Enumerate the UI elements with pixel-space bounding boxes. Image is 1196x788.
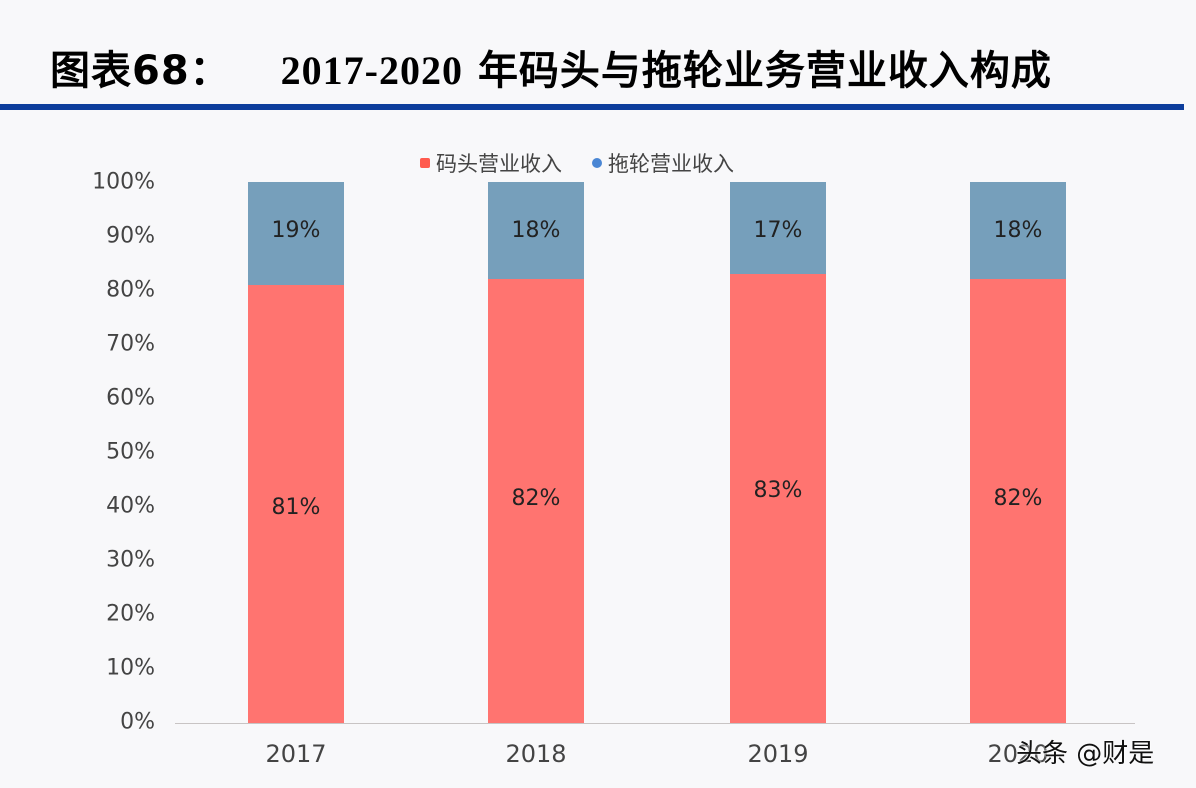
y-axis: 100% 90% 80% 70% 60% 50% 40% 30% 20% 10%…: [60, 0, 155, 788]
data-label: 83%: [753, 477, 803, 503]
data-label: 18%: [511, 218, 561, 243]
chart-legend: 码头营业收入 拖轮营业收入: [420, 148, 734, 178]
legend-item-terminal: 码头营业收入: [420, 148, 562, 178]
legend-swatch-tugboat: [592, 158, 602, 168]
y-tick: 10%: [106, 655, 155, 681]
watermark: 头条 @财是: [1016, 739, 1155, 769]
y-tick: 0%: [120, 709, 155, 735]
bar-2018: 18% 82%: [488, 182, 584, 723]
data-label: 81%: [271, 494, 321, 520]
y-tick: 60%: [106, 385, 155, 411]
figure-label: 图表68：: [50, 48, 231, 94]
y-tick: 70%: [106, 331, 155, 357]
bar-segment-terminal: 81%: [248, 284, 344, 723]
x-tick-label: 2020: [987, 740, 1049, 768]
legend-label: 码头营业收入: [436, 152, 562, 176]
data-label: 82%: [993, 486, 1043, 512]
bar-2020: 18% 82%: [970, 182, 1066, 723]
bar-segment-tugboat: 18%: [488, 182, 584, 280]
bar-segment-terminal: 82%: [970, 279, 1066, 723]
legend-swatch-terminal: [420, 158, 430, 168]
title-text: 年码头与拖轮业务营业收入构成: [477, 48, 1052, 94]
data-label: 19%: [271, 218, 321, 243]
data-label: 82%: [511, 486, 561, 512]
title-years: 2017-2020: [280, 48, 463, 93]
y-tick: 20%: [106, 601, 155, 627]
bar-segment-terminal: 83%: [730, 273, 826, 723]
x-axis-line: [175, 723, 1135, 724]
bar-segment-tugboat: 19%: [248, 182, 344, 285]
y-tick: 80%: [106, 277, 155, 303]
x-tick-label: 2018: [505, 740, 567, 768]
y-tick: 90%: [106, 223, 155, 249]
data-label: 18%: [993, 218, 1043, 243]
bar-segment-terminal: 82%: [488, 279, 584, 723]
bar-segment-tugboat: 17%: [730, 182, 826, 274]
y-tick: 100%: [92, 169, 155, 195]
data-label: 17%: [753, 218, 803, 243]
bar-segment-tugboat: 18%: [970, 182, 1066, 280]
plot-area: 19% 81% 18% 82% 17% 83% 18% 82%: [175, 182, 1135, 723]
y-tick: 30%: [106, 547, 155, 573]
y-tick: 50%: [106, 439, 155, 465]
bar-2017: 19% 81%: [248, 182, 344, 723]
legend-label: 拖轮营业收入: [608, 152, 734, 176]
bar-2019: 17% 83%: [730, 182, 826, 723]
legend-item-tugboat: 拖轮营业收入: [592, 148, 734, 178]
title-divider: [0, 104, 1184, 110]
x-tick-label: 2019: [747, 740, 809, 768]
y-tick: 40%: [106, 493, 155, 519]
x-tick-label: 2017: [265, 740, 327, 768]
chart-title: 图表68： 2017-2020 年码头与拖轮业务营业收入构成: [50, 38, 1052, 96]
